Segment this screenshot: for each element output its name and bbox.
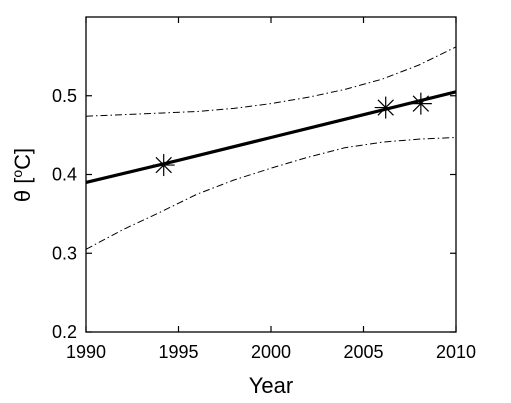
series-line-fit	[85, 90, 457, 184]
x-tick-label: 2000	[251, 342, 291, 362]
x-tick-label: 2005	[343, 342, 383, 362]
y-tick-label: 0.2	[52, 322, 77, 342]
y-tick-label: 0.5	[52, 86, 77, 106]
y-axis-label: θ [oC]	[9, 148, 35, 202]
data-point-marker	[152, 154, 175, 177]
series-line-upper-bound	[85, 46, 457, 117]
series-layer	[85, 46, 457, 250]
x-tick-label: 2010	[436, 342, 476, 362]
plot-frame	[85, 16, 457, 333]
tick-labels: 1990 1995 2000 2005 2010 0.2 0.3 0.4 0.5	[52, 86, 476, 362]
y-tick-label: 0.4	[52, 165, 77, 185]
data-point-marker	[374, 96, 397, 119]
series-line-lower-bound	[85, 137, 457, 250]
marker-layer	[152, 92, 432, 177]
axis-ticks	[85, 17, 457, 333]
data-point-marker	[409, 92, 432, 115]
y-tick-label: 0.3	[52, 243, 77, 263]
y-axis-label-sup: o	[9, 170, 25, 178]
x-tick-label: 1995	[158, 342, 198, 362]
y-axis-label-pre: θ [	[10, 178, 35, 202]
y-axis-label-post: C]	[10, 148, 35, 170]
x-axis-label: Year	[249, 373, 293, 398]
x-tick-label: 1990	[66, 342, 106, 362]
